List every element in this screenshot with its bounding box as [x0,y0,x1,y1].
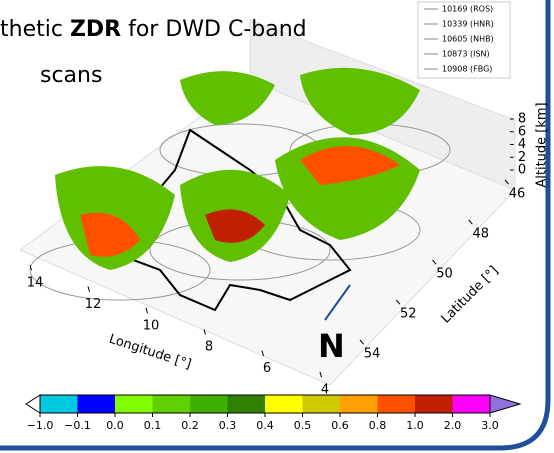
colorbar-label: 0.1 [144,419,162,432]
chart-title: thetic ZDR for DWD C-band [0,17,307,42]
legend-label: 10605 (NHB) [442,35,494,44]
colorbar-label: 0.3 [219,419,237,432]
colorbar-bin [265,395,303,413]
colorbar-bin [190,395,228,413]
colorbar-bin [228,395,266,413]
colorbar-bin [453,395,491,413]
colorbar-label: −0.1 [64,419,91,432]
colorbar-label: 0.8 [369,419,387,432]
y-tick-label: 46 [509,187,526,202]
colorbar-over [490,395,520,413]
chart-title: scans [40,63,102,88]
colorbar-bin [340,395,378,413]
colorbar-bin [115,395,153,413]
z-tick-label: 8 [518,112,526,127]
tick-mark [146,308,148,313]
colorbar-label: 1.0 [406,419,424,432]
colorbar-bin [378,395,416,413]
z-tick-label: 4 [518,137,526,152]
colorbar-bin [40,395,78,413]
legend-label: 10908 (FBG) [442,65,492,74]
colorbar-label: 0.4 [256,419,274,432]
x-tick-label: 8 [205,340,213,355]
legend-label: 10873 (ISN) [442,50,490,59]
title-part: thetic [0,17,70,42]
legend-label: 10339 (HNR) [442,20,494,29]
colorbar-label: 0.6 [331,419,349,432]
y-tick-label: 50 [436,267,453,282]
z-axis-label: Altitude [km] [535,102,550,187]
colorbar-label: 3.0 [481,419,499,432]
x-tick-label: 10 [143,318,160,333]
title-part: ZDR [70,17,121,42]
y-tick-label: 48 [472,227,489,242]
colorbar-bin [415,395,453,413]
x-tick-label: 14 [27,276,44,291]
legend-label: 10169 (ROS) [442,5,493,14]
y-tick-label: 52 [400,307,417,322]
x-tick-label: 6 [263,361,271,376]
colorbar-bin [78,395,116,413]
colorbar-bin [303,395,341,413]
colorbar-label: 0.5 [294,419,312,432]
colorbar-label: −1.0 [27,419,54,432]
colorbar-bin [153,395,191,413]
y-tick-label: 54 [364,347,381,362]
x-axis-label: Longitude [°] [107,332,193,373]
north-label: N [318,327,345,365]
title-part: for DWD C-band [121,17,307,42]
z-tick-label: 6 [518,124,526,139]
z-tick-label: 0 [518,163,526,178]
colorbar-label: 0.2 [181,419,199,432]
chart: N thetic ZDR for DWD C-band scans Longit… [0,0,554,453]
x-tick-label: 12 [85,297,102,312]
colorbar-label: 2.0 [444,419,462,432]
tick-mark [88,286,90,291]
colorbar-under [26,395,40,413]
z-tick-label: 2 [518,150,526,165]
colorbar-label: 0.0 [106,419,124,432]
